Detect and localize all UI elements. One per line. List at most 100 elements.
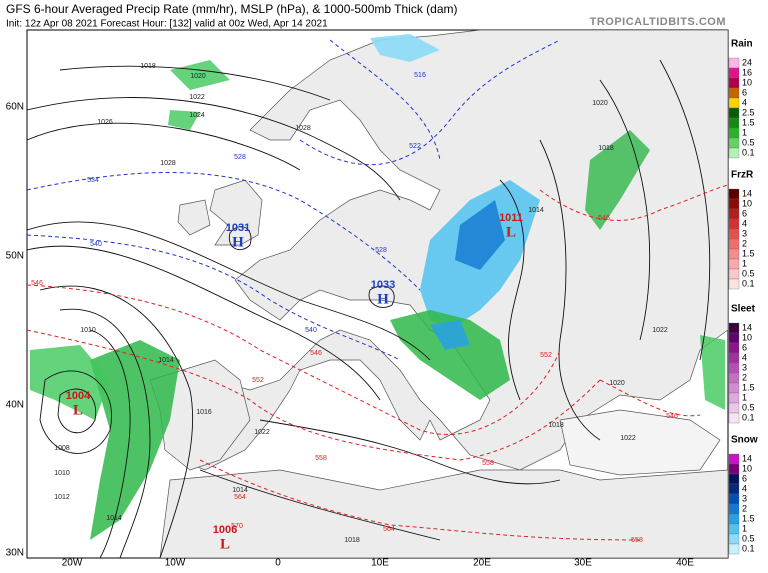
legend-label: 4 <box>742 483 747 493</box>
lon-label: 20W <box>62 558 83 568</box>
isobar-label: 1012 <box>54 494 70 501</box>
legend-swatch <box>728 77 740 89</box>
legend-label: 1 <box>742 523 747 533</box>
legend-swatch <box>728 278 740 290</box>
legend-label: 24 <box>742 57 752 67</box>
isobar-label: 1010 <box>54 470 70 477</box>
legend-label: 1.5 <box>742 382 755 392</box>
lat-label: 50N <box>6 251 24 262</box>
legend-swatch <box>728 332 740 344</box>
legend: Rain241610642.51.510.50.1FrzR141064321.5… <box>728 39 758 555</box>
legend-label: 0.5 <box>742 137 755 147</box>
legend-swatch <box>728 453 740 465</box>
legend-swatch <box>728 208 740 220</box>
isobar-labels: 1018 1020 1022 1024 1026 1028 1028 1018 1020 1014… <box>31 63 678 544</box>
isobar-label: 1014 <box>528 207 544 214</box>
legend-swatch <box>728 503 740 515</box>
site-credit: TROPICALTIDBITS.COM <box>590 16 726 28</box>
center-value: 1031 <box>226 222 250 234</box>
center-letter: H <box>377 291 389 307</box>
thickness-label: 522 <box>409 143 421 150</box>
legend-swatch <box>728 342 740 354</box>
legend-label: 0.1 <box>742 278 755 288</box>
legend-swatch <box>728 513 740 525</box>
legend-label: 0.5 <box>742 268 755 278</box>
lon-label: 30E <box>574 558 592 568</box>
legend-swatch <box>728 473 740 485</box>
thickness-label: 546 <box>31 280 43 287</box>
isobar-label: 1018 <box>548 422 564 429</box>
legend-label: 2 <box>742 503 747 513</box>
legend-label: 1.5 <box>742 248 755 258</box>
legend-swatch <box>728 137 740 149</box>
legend-label: 10 <box>742 198 752 208</box>
legend-swatch <box>728 523 740 535</box>
legend-swatch <box>728 248 740 260</box>
thickness-label: 540 <box>305 327 317 334</box>
legend-label: 1 <box>742 127 747 137</box>
legend-swatch <box>728 362 740 374</box>
isobar-label: 1020 <box>592 100 608 107</box>
center-value: 1011 <box>499 212 523 224</box>
center-letter: L <box>506 224 516 240</box>
legend-swatch <box>728 228 740 240</box>
isobar-label: 1010 <box>80 327 96 334</box>
legend-label: 3 <box>742 228 747 238</box>
thickness-label: 516 <box>414 72 426 79</box>
isobar-label: 1022 <box>652 327 668 334</box>
legend-label: 3 <box>742 362 747 372</box>
thickness-label: 528 <box>375 247 387 254</box>
legend-swatch <box>728 107 740 119</box>
legend-swatch <box>728 188 740 200</box>
legend-swatch <box>728 483 740 495</box>
lon-label: 0 <box>275 558 281 568</box>
legend-swatch <box>728 322 740 334</box>
center-value: 1006 <box>213 524 237 536</box>
legend-swatch <box>728 533 740 545</box>
isobar-label: 1018 <box>344 537 360 544</box>
legend-swatch <box>728 218 740 230</box>
precipitation <box>30 34 725 540</box>
legend-swatch <box>728 543 740 555</box>
isobar-label: 1020 <box>609 380 625 387</box>
legend-swatch <box>728 258 740 270</box>
map: 1018 1020 1022 1024 1026 1028 1028 1018 1020 1014… <box>26 29 729 559</box>
legend-label: 14 <box>742 322 752 332</box>
legend-swatch <box>728 127 740 139</box>
legend-title: FrzR <box>731 170 754 181</box>
legend-label: 2.5 <box>742 107 755 117</box>
isobar-label: 1014 <box>232 487 248 494</box>
thickness-label: 528 <box>234 154 246 161</box>
legend-label: 10 <box>742 332 752 342</box>
legend-swatch <box>728 268 740 280</box>
legend-label: 14 <box>742 188 752 198</box>
legend-label: 1.5 <box>742 513 755 523</box>
isobar-label: 1014 <box>106 515 122 522</box>
legend-label: 0.5 <box>742 533 755 543</box>
isobar-label: 1022 <box>189 94 205 101</box>
isobar-label: 1022 <box>620 435 636 442</box>
thickness-label: 564 <box>383 526 395 533</box>
subtitle: Init: 12z Apr 08 2021 Forecast Hour: [13… <box>6 19 328 30</box>
legend-swatch <box>728 147 740 159</box>
legend-swatch <box>728 67 740 79</box>
legend-title: Rain <box>731 39 753 50</box>
legend-swatch <box>728 463 740 475</box>
thickness-label: 558 <box>631 537 643 544</box>
axes: 60N 50N 40N 30N 20W 10W 0 10E 20E 30E 40E <box>6 102 695 569</box>
legend-swatch <box>728 402 740 414</box>
legend-swatch <box>728 493 740 505</box>
lon-label: 40E <box>676 558 694 568</box>
isobar-label: 1008 <box>54 445 70 452</box>
isobar-label: 1018 <box>598 145 614 152</box>
legend-label: 0.1 <box>742 412 755 422</box>
isobar-label: 1024 <box>189 112 205 119</box>
legend-swatch <box>728 382 740 394</box>
legend-label: 6 <box>742 208 747 218</box>
thickness-label: 564 <box>234 494 246 501</box>
isobar-label: 1016 <box>196 409 212 416</box>
thickness-label: 540 <box>90 241 102 248</box>
legend-label: 2 <box>742 238 747 248</box>
